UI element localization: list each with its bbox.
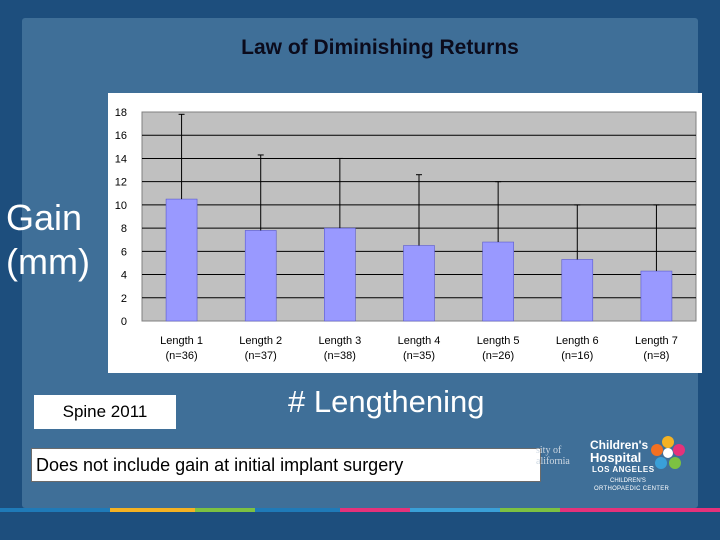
x-tick-label: Length 6 <box>556 335 599 347</box>
x-axis-title: # Lengthening <box>288 384 485 419</box>
bar <box>324 227 356 322</box>
y-tick-label: 14 <box>115 153 127 165</box>
uc-logo-line1: sity of <box>536 445 562 456</box>
x-tick-label: Length 3 <box>318 335 361 347</box>
x-tick-label: Length 5 <box>477 335 520 347</box>
y-tick-label: 6 <box>121 246 127 258</box>
x-tick-sample-size: (n=26) <box>482 350 514 362</box>
bar-chart: 0 2 4 6 8 10 12 14 16 18 Length 1 (n=36) Length 2 (n=… <box>108 93 702 373</box>
uc-logo: sity of alifornia <box>536 445 570 467</box>
x-tick-sample-size: (n=38) <box>324 350 356 362</box>
chla-logo-line5: ORTHOPAEDIC CENTER <box>594 486 670 492</box>
bar <box>561 259 594 322</box>
x-tick-label: Length 4 <box>398 335 441 347</box>
decorative-strip <box>0 508 720 512</box>
flower-icon <box>651 436 685 469</box>
y-tick-label: 18 <box>115 107 127 119</box>
x-tick-label: Length 2 <box>239 335 282 347</box>
chla-logo-line1: Children's <box>590 438 649 452</box>
y-tick-label: 8 <box>121 223 127 235</box>
y-tick-label: 16 <box>115 130 127 142</box>
x-tick-label: Length 1 <box>160 335 203 347</box>
bar <box>482 241 514 322</box>
bar <box>640 270 673 322</box>
y-axis-label-line1: Gain <box>6 197 83 238</box>
bar <box>165 198 198 322</box>
y-tick-label: 0 <box>121 316 127 328</box>
chart-title: Law of Diminishing Returns <box>241 36 519 59</box>
bar <box>403 245 435 322</box>
y-tick-label: 10 <box>115 200 127 212</box>
chart-svg: 0 2 4 6 8 10 12 14 16 18 Length 1 (n=36) Length 2 (n=… <box>115 107 697 362</box>
chla-logo-line4: CHILDREN'S <box>610 478 646 484</box>
y-tick-label: 4 <box>121 270 127 282</box>
x-tick-sample-size: (n=36) <box>166 350 198 362</box>
chla-logo: Children's Hospital LOS ANGELES CHILDREN… <box>590 436 696 496</box>
y-tick-label: 2 <box>121 293 127 305</box>
chla-logo-line2: Hospital <box>590 450 642 465</box>
x-tick-sample-size: (n=16) <box>561 350 593 362</box>
footnote: Does not include gain at initial implant… <box>31 448 541 482</box>
x-tick-sample-size: (n=35) <box>403 350 435 362</box>
x-tick-sample-size: (n=8) <box>643 350 669 362</box>
y-tick-label: 12 <box>115 177 127 189</box>
uc-logo-line2: alifornia <box>536 456 570 467</box>
y-axis-label-line2: (mm) <box>6 241 90 282</box>
bar <box>244 230 277 322</box>
y-axis-label: Gain (mm) <box>6 196 90 284</box>
chla-logo-line3: LOS ANGELES <box>592 465 655 474</box>
source-label: Spine 2011 <box>34 395 176 429</box>
x-tick-sample-size: (n=37) <box>245 350 277 362</box>
x-tick-label: Length 7 <box>635 335 678 347</box>
